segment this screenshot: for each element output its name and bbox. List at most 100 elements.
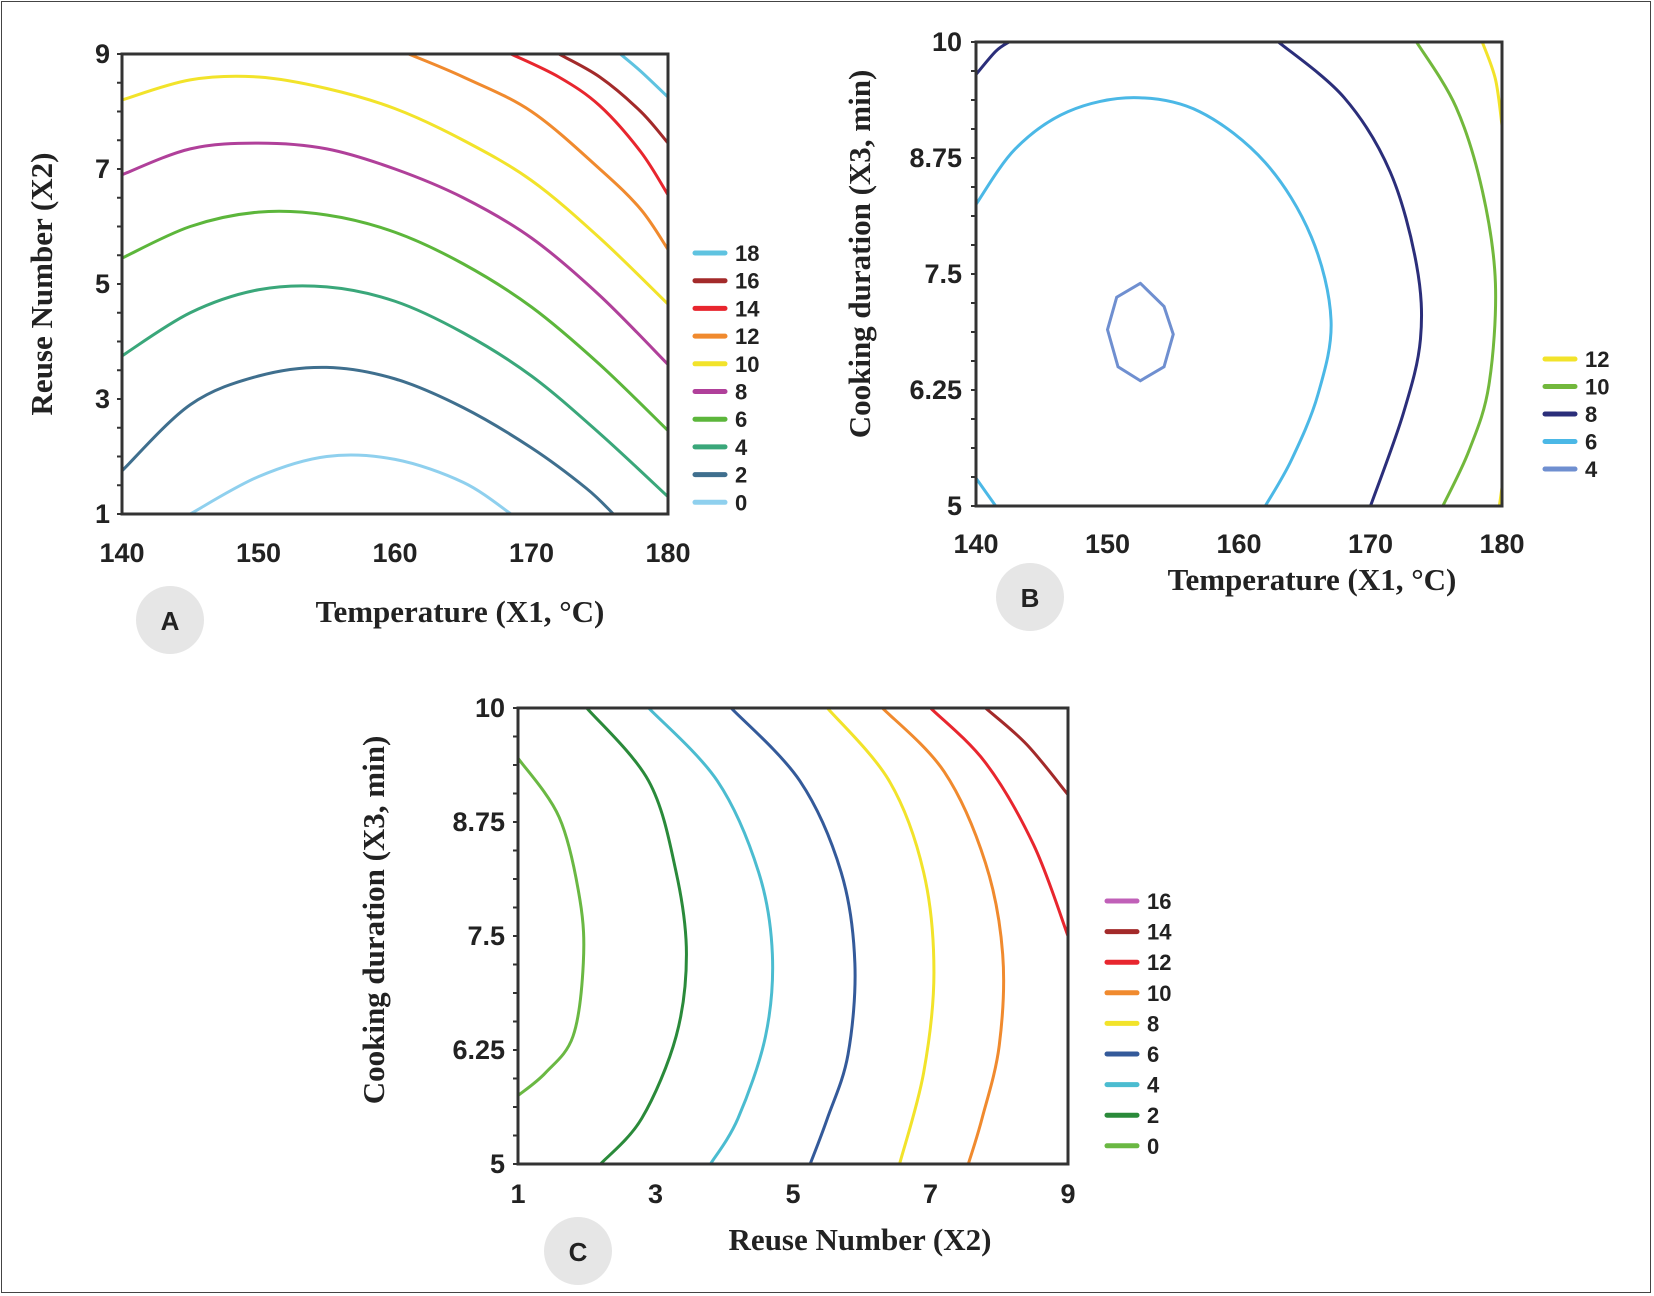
y-tick-label: 7.5 — [924, 259, 962, 289]
legend-label: 16 — [735, 269, 759, 294]
legend-label: 4 — [1585, 457, 1598, 482]
legend-label: 8 — [1147, 1011, 1159, 1036]
x-tick-label: 3 — [648, 1179, 663, 1209]
legend-label: 16 — [1147, 889, 1171, 914]
contour-level-18 — [618, 54, 668, 99]
y-tick-label: 10 — [475, 693, 505, 723]
y-axis-label: Cooking duration (X3, min) — [356, 736, 391, 1105]
x-tick-label: 140 — [99, 538, 144, 568]
legend-label: 2 — [1147, 1103, 1159, 1128]
y-tick-label: 9 — [95, 39, 110, 69]
y-tick-label: 1 — [95, 499, 110, 529]
panel-badge-label: B — [1021, 583, 1040, 613]
contour-level-12 — [929, 708, 1068, 938]
x-tick-label: 170 — [1348, 529, 1393, 559]
y-tick-label: 5 — [490, 1149, 505, 1179]
panel-badge — [996, 563, 1064, 631]
contour-level-10 — [880, 708, 1006, 1164]
x-axis-label: Reuse Number (X2) — [729, 1222, 992, 1257]
x-tick-label: 9 — [1060, 1179, 1075, 1209]
contour-level-0 — [188, 453, 513, 514]
panel-badge-label: A — [161, 606, 180, 636]
x-tick-label: 160 — [372, 538, 417, 568]
x-tick-label: 7 — [923, 1179, 938, 1209]
plot-area — [122, 54, 668, 514]
legend-label: 12 — [1147, 950, 1171, 975]
legend-label: 6 — [1147, 1042, 1159, 1067]
contour-level-14 — [984, 708, 1068, 797]
x-tick-label: 170 — [509, 538, 554, 568]
legend-label: 6 — [735, 407, 747, 432]
y-tick-label: 7 — [95, 154, 110, 184]
x-axis-label: Temperature (X1, °C) — [316, 594, 605, 629]
contour-level-0 — [518, 756, 586, 1098]
x-tick-label: 180 — [1479, 529, 1524, 559]
contour-level-14 — [509, 54, 668, 197]
x-axis-label: Temperature (X1, °C) — [1168, 562, 1457, 597]
x-tick-label: 5 — [785, 1179, 800, 1209]
x-tick-label: 150 — [1085, 529, 1130, 559]
legend-label: 18 — [735, 241, 759, 266]
contour-level-6 — [976, 96, 1333, 506]
legend-label: 4 — [735, 435, 748, 460]
panel-b: 140 150 160 170 180 5 6.25 7.5 8.75 10 Temperature… — [842, 27, 1609, 631]
y-tick-label: 5 — [947, 491, 962, 521]
x-tick-label: 150 — [236, 538, 281, 568]
y-axis-label: Cooking duration (X3, min) — [842, 70, 877, 439]
y-tick-label: 6.25 — [452, 1035, 505, 1065]
x-tick-label: 1 — [510, 1179, 525, 1209]
legend-label: 10 — [735, 352, 759, 377]
contour-lines — [976, 42, 1502, 506]
legend-label: 2 — [735, 463, 747, 488]
x-tick-label: 180 — [645, 538, 690, 568]
contour-level-6 — [729, 708, 857, 1164]
panel-c: 1 3 5 7 9 5 6.25 7.5 8.75 10 Reuse Number (X2) Cook… — [356, 693, 1172, 1285]
contour-level-4 — [1105, 281, 1175, 383]
contour-level-2 — [122, 365, 615, 514]
legend: 16 14 12 10 8 6 4 2 0 — [1104, 889, 1172, 1159]
x-tick-label: 160 — [1216, 529, 1261, 559]
contour-level-4 — [647, 708, 775, 1164]
legend-label: 4 — [1147, 1073, 1160, 1098]
contour-level-10 — [122, 74, 668, 306]
contour-level-16 — [557, 54, 668, 145]
panel-badge — [544, 1217, 612, 1285]
contour-level-8 — [122, 141, 668, 366]
legend-label: 0 — [735, 490, 747, 515]
contour-lines — [518, 708, 1068, 1164]
legend-label: 0 — [1147, 1134, 1159, 1159]
contour-level-12 — [407, 54, 668, 251]
legend-label: 12 — [1585, 347, 1609, 372]
legend-label: 14 — [1147, 920, 1172, 945]
legend-label: 12 — [735, 324, 759, 349]
legend-label: 10 — [1147, 981, 1171, 1006]
legend-label: 10 — [1585, 375, 1609, 400]
contour-level-8 — [976, 42, 1011, 76]
x-tick-label: 140 — [953, 529, 998, 559]
y-axis-label: Reuse Number (X2) — [24, 153, 59, 416]
contour-level-6 — [122, 209, 668, 433]
contour-level-2 — [585, 708, 688, 1164]
legend-label: 14 — [735, 296, 760, 321]
legend: 12 108 64 — [1542, 347, 1609, 482]
contour-level-4 — [122, 284, 668, 499]
contour-level-10 — [1415, 42, 1498, 506]
y-tick-label: 7.5 — [467, 921, 505, 951]
plot-area — [976, 42, 1502, 506]
legend-label: 8 — [735, 380, 747, 405]
legend-label: 6 — [1585, 430, 1597, 455]
y-tick-label: 8.75 — [452, 807, 505, 837]
y-tick-label: 3 — [95, 384, 110, 414]
panel-badge — [136, 586, 204, 654]
legend-label: 8 — [1585, 402, 1597, 427]
y-tick-label: 6.25 — [909, 375, 962, 405]
y-tick-label: 8.75 — [909, 143, 962, 173]
panel-badge-label: C — [569, 1237, 588, 1267]
plot-area — [518, 708, 1068, 1164]
contour-level-8 — [825, 708, 936, 1164]
contour-level-8 — [1276, 42, 1424, 506]
